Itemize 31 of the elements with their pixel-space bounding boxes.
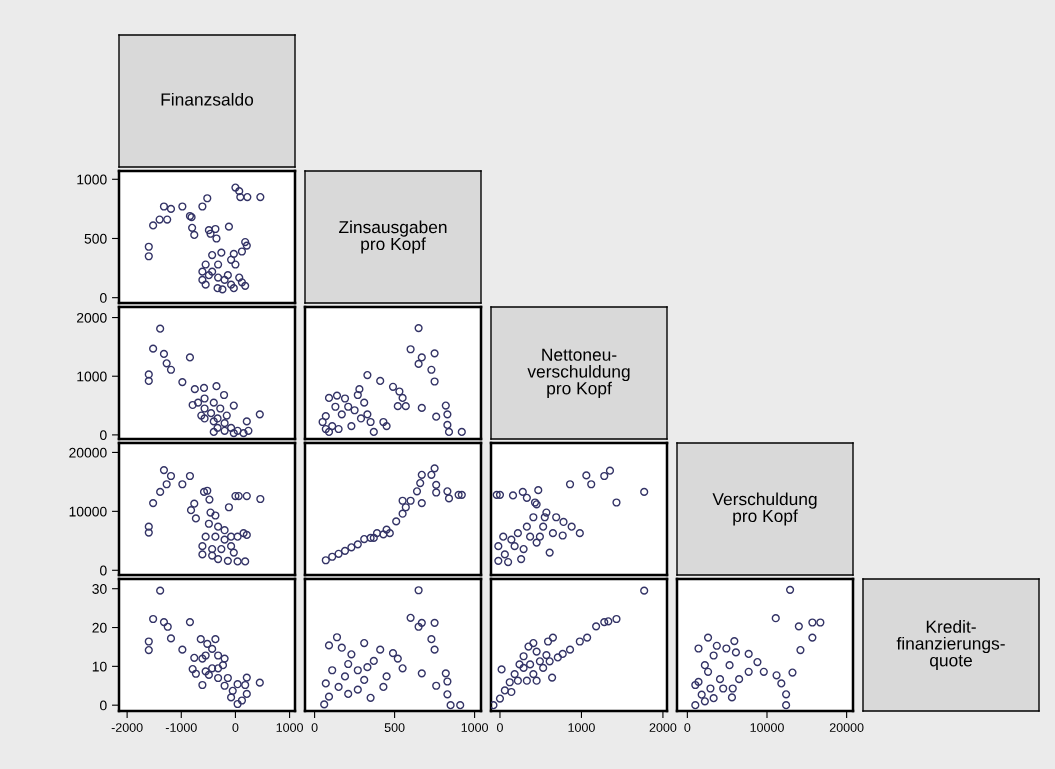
x-tick-label: 0 bbox=[232, 723, 239, 732]
y-tick-label: 0 bbox=[100, 293, 107, 303]
y-tick-label: 0 bbox=[100, 700, 107, 711]
y-tick-label: 500 bbox=[84, 233, 107, 244]
x-tick-label: 0 bbox=[496, 723, 503, 732]
y-tick-label: 20000 bbox=[69, 447, 107, 458]
y-tick-label: 1000 bbox=[77, 174, 107, 185]
x-tick-label: 1000 bbox=[461, 723, 489, 732]
y-tick-label: 10000 bbox=[69, 506, 107, 517]
y-tick-label: 1000 bbox=[77, 371, 107, 382]
text: Verschuldung pro Kopf bbox=[712, 492, 817, 526]
x-tick-label: -2000 bbox=[111, 723, 143, 732]
x-tick-label: 10000 bbox=[750, 723, 784, 732]
x-tick-label: 1000 bbox=[568, 723, 595, 732]
y-tick-label: 0 bbox=[100, 565, 107, 576]
y-tick-label: 20 bbox=[92, 622, 107, 633]
y-tick-label: 0 bbox=[100, 430, 107, 441]
text: Nettoneu- verschuldung pro Kopf bbox=[527, 348, 630, 398]
y-tick-label: 2000 bbox=[77, 312, 107, 323]
x-tick-label: 2000 bbox=[649, 723, 677, 732]
y-tick-label: 30 bbox=[92, 584, 107, 594]
y-tick-label: 10 bbox=[92, 661, 107, 672]
x-tick-label: 0 bbox=[684, 723, 691, 732]
x-tick-label: 500 bbox=[384, 723, 405, 732]
x-tick-label: 1000 bbox=[276, 723, 303, 732]
text: Zinsausgaben pro Kopf bbox=[339, 220, 447, 254]
text: Finanzsaldo bbox=[161, 92, 254, 106]
x-tick-label: 20000 bbox=[829, 723, 864, 732]
text: Kredit- finanzierungs- quote bbox=[896, 620, 1005, 670]
x-tick-label: 0 bbox=[311, 723, 318, 732]
x-tick-label: -1000 bbox=[165, 723, 197, 732]
